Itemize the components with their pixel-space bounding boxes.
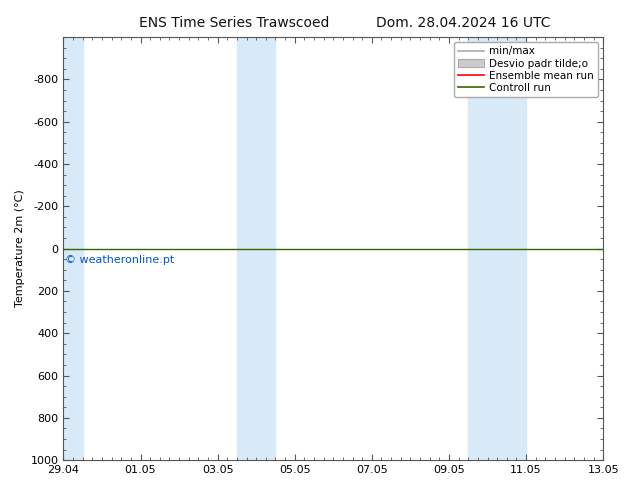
Bar xyxy=(469,37,526,460)
Legend: min/max, Desvio padr tilde;o, Ensemble mean run, Controll run: min/max, Desvio padr tilde;o, Ensemble m… xyxy=(454,42,598,97)
Text: Dom. 28.04.2024 16 UTC: Dom. 28.04.2024 16 UTC xyxy=(375,16,550,30)
Y-axis label: Temperature 2m (°C): Temperature 2m (°C) xyxy=(15,190,25,307)
Text: ENS Time Series Trawscoed: ENS Time Series Trawscoed xyxy=(139,16,330,30)
Bar xyxy=(237,37,275,460)
Bar xyxy=(63,37,82,460)
Text: © weatheronline.pt: © weatheronline.pt xyxy=(65,255,174,265)
